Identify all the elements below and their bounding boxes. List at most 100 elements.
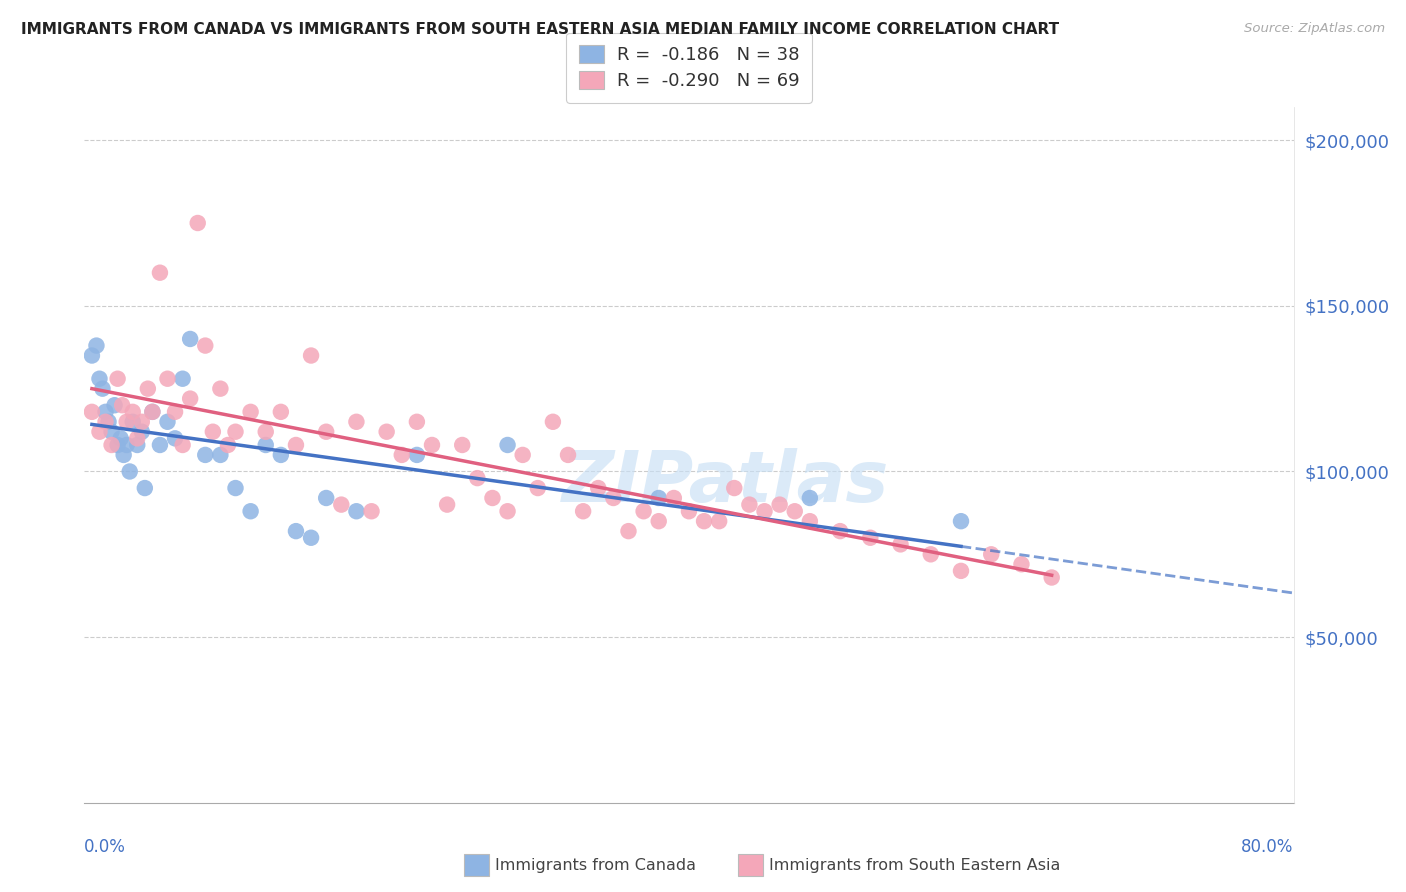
Point	[141, 405, 163, 419]
Point	[121, 405, 143, 419]
Point	[86, 338, 108, 352]
Point	[91, 382, 114, 396]
Point	[830, 524, 852, 538]
Point	[406, 415, 429, 429]
Point	[270, 405, 292, 419]
Point	[920, 547, 942, 561]
Point	[285, 438, 308, 452]
Point	[104, 398, 127, 412]
Point	[94, 415, 117, 429]
Point	[648, 491, 671, 505]
Point	[709, 514, 731, 528]
Point	[149, 266, 172, 280]
Text: Source: ZipAtlas.com: Source: ZipAtlas.com	[1244, 22, 1385, 36]
Point	[481, 491, 503, 505]
Text: Immigrants from Canada: Immigrants from Canada	[495, 858, 696, 872]
Text: Immigrants from South Eastern Asia: Immigrants from South Eastern Asia	[769, 858, 1060, 872]
Point	[950, 564, 973, 578]
Point	[799, 491, 821, 505]
Point	[783, 504, 806, 518]
Point	[890, 537, 912, 551]
Point	[89, 372, 111, 386]
Point	[225, 481, 247, 495]
Point	[315, 425, 337, 439]
Point	[980, 547, 1002, 561]
Point	[451, 438, 474, 452]
Point	[165, 431, 187, 445]
Point	[89, 425, 111, 439]
Point	[80, 405, 103, 419]
Point	[187, 216, 209, 230]
Point	[194, 338, 217, 352]
Point	[100, 425, 122, 439]
Point	[360, 504, 382, 518]
Point	[209, 448, 232, 462]
Point	[165, 405, 187, 419]
Point	[94, 405, 117, 419]
Point	[111, 398, 134, 412]
Point	[127, 431, 149, 445]
Point	[541, 415, 564, 429]
Point	[118, 465, 141, 479]
Point	[527, 481, 550, 495]
Point	[512, 448, 534, 462]
Point	[254, 425, 277, 439]
Point	[179, 392, 201, 406]
Text: ZIPatlas: ZIPatlas	[561, 449, 889, 517]
Point	[496, 504, 519, 518]
Point	[738, 498, 761, 512]
Point	[769, 498, 792, 512]
Point	[1040, 570, 1063, 584]
Point	[156, 415, 179, 429]
Point	[723, 481, 745, 495]
Point	[217, 438, 239, 452]
Point	[588, 481, 610, 495]
Point	[209, 382, 232, 396]
Point	[754, 504, 776, 518]
Point	[950, 514, 973, 528]
Point	[134, 481, 156, 495]
Point	[172, 438, 194, 452]
Point	[110, 431, 132, 445]
Point	[420, 438, 443, 452]
Point	[617, 524, 640, 538]
Point	[346, 415, 368, 429]
Point	[330, 498, 353, 512]
Point	[375, 425, 398, 439]
Text: 80.0%: 80.0%	[1241, 838, 1294, 855]
Point	[557, 448, 579, 462]
Point	[678, 504, 700, 518]
Point	[346, 504, 368, 518]
Point	[225, 425, 247, 439]
Point	[112, 448, 135, 462]
Point	[602, 491, 624, 505]
Point	[107, 372, 129, 386]
Point	[391, 448, 413, 462]
Point	[239, 405, 262, 419]
Point	[662, 491, 685, 505]
Point	[100, 438, 122, 452]
Point	[633, 504, 655, 518]
Point	[299, 531, 322, 545]
Point	[141, 405, 163, 419]
Point	[572, 504, 595, 518]
Point	[1011, 558, 1033, 572]
Point	[131, 415, 153, 429]
Point	[179, 332, 201, 346]
Point	[97, 415, 120, 429]
Point	[285, 524, 308, 538]
Point	[270, 448, 292, 462]
Point	[467, 471, 489, 485]
Point	[254, 438, 277, 452]
Point	[115, 438, 138, 452]
Point	[149, 438, 172, 452]
Point	[859, 531, 882, 545]
Legend: R =  -0.186   N = 38, R =  -0.290   N = 69: R = -0.186 N = 38, R = -0.290 N = 69	[567, 33, 811, 103]
Point	[127, 438, 149, 452]
Point	[172, 372, 194, 386]
Point	[239, 504, 262, 518]
Point	[107, 438, 129, 452]
Point	[201, 425, 224, 439]
Point	[121, 415, 143, 429]
Point	[156, 372, 179, 386]
